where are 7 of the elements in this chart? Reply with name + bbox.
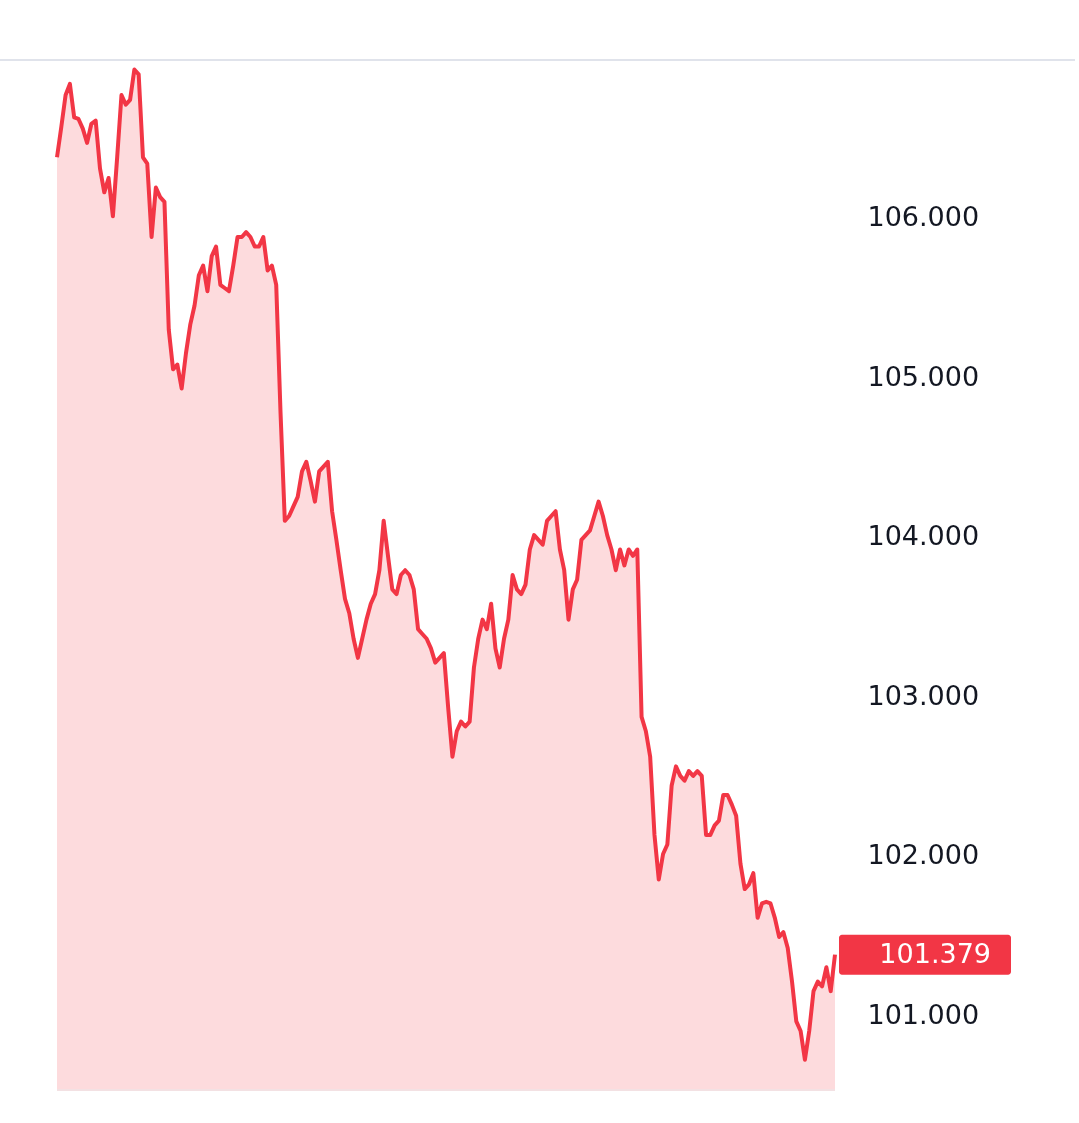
y-tick-label: 105.000 xyxy=(867,360,980,392)
y-tick-label: 106.000 xyxy=(867,201,980,233)
y-tick-label: 101.000 xyxy=(867,998,980,1030)
text: 101.379 xyxy=(879,937,991,969)
y-tick-label: 103.000 xyxy=(867,679,980,711)
y-tick-label: 102.000 xyxy=(867,839,980,871)
y-tick-label: 104.000 xyxy=(867,520,980,552)
